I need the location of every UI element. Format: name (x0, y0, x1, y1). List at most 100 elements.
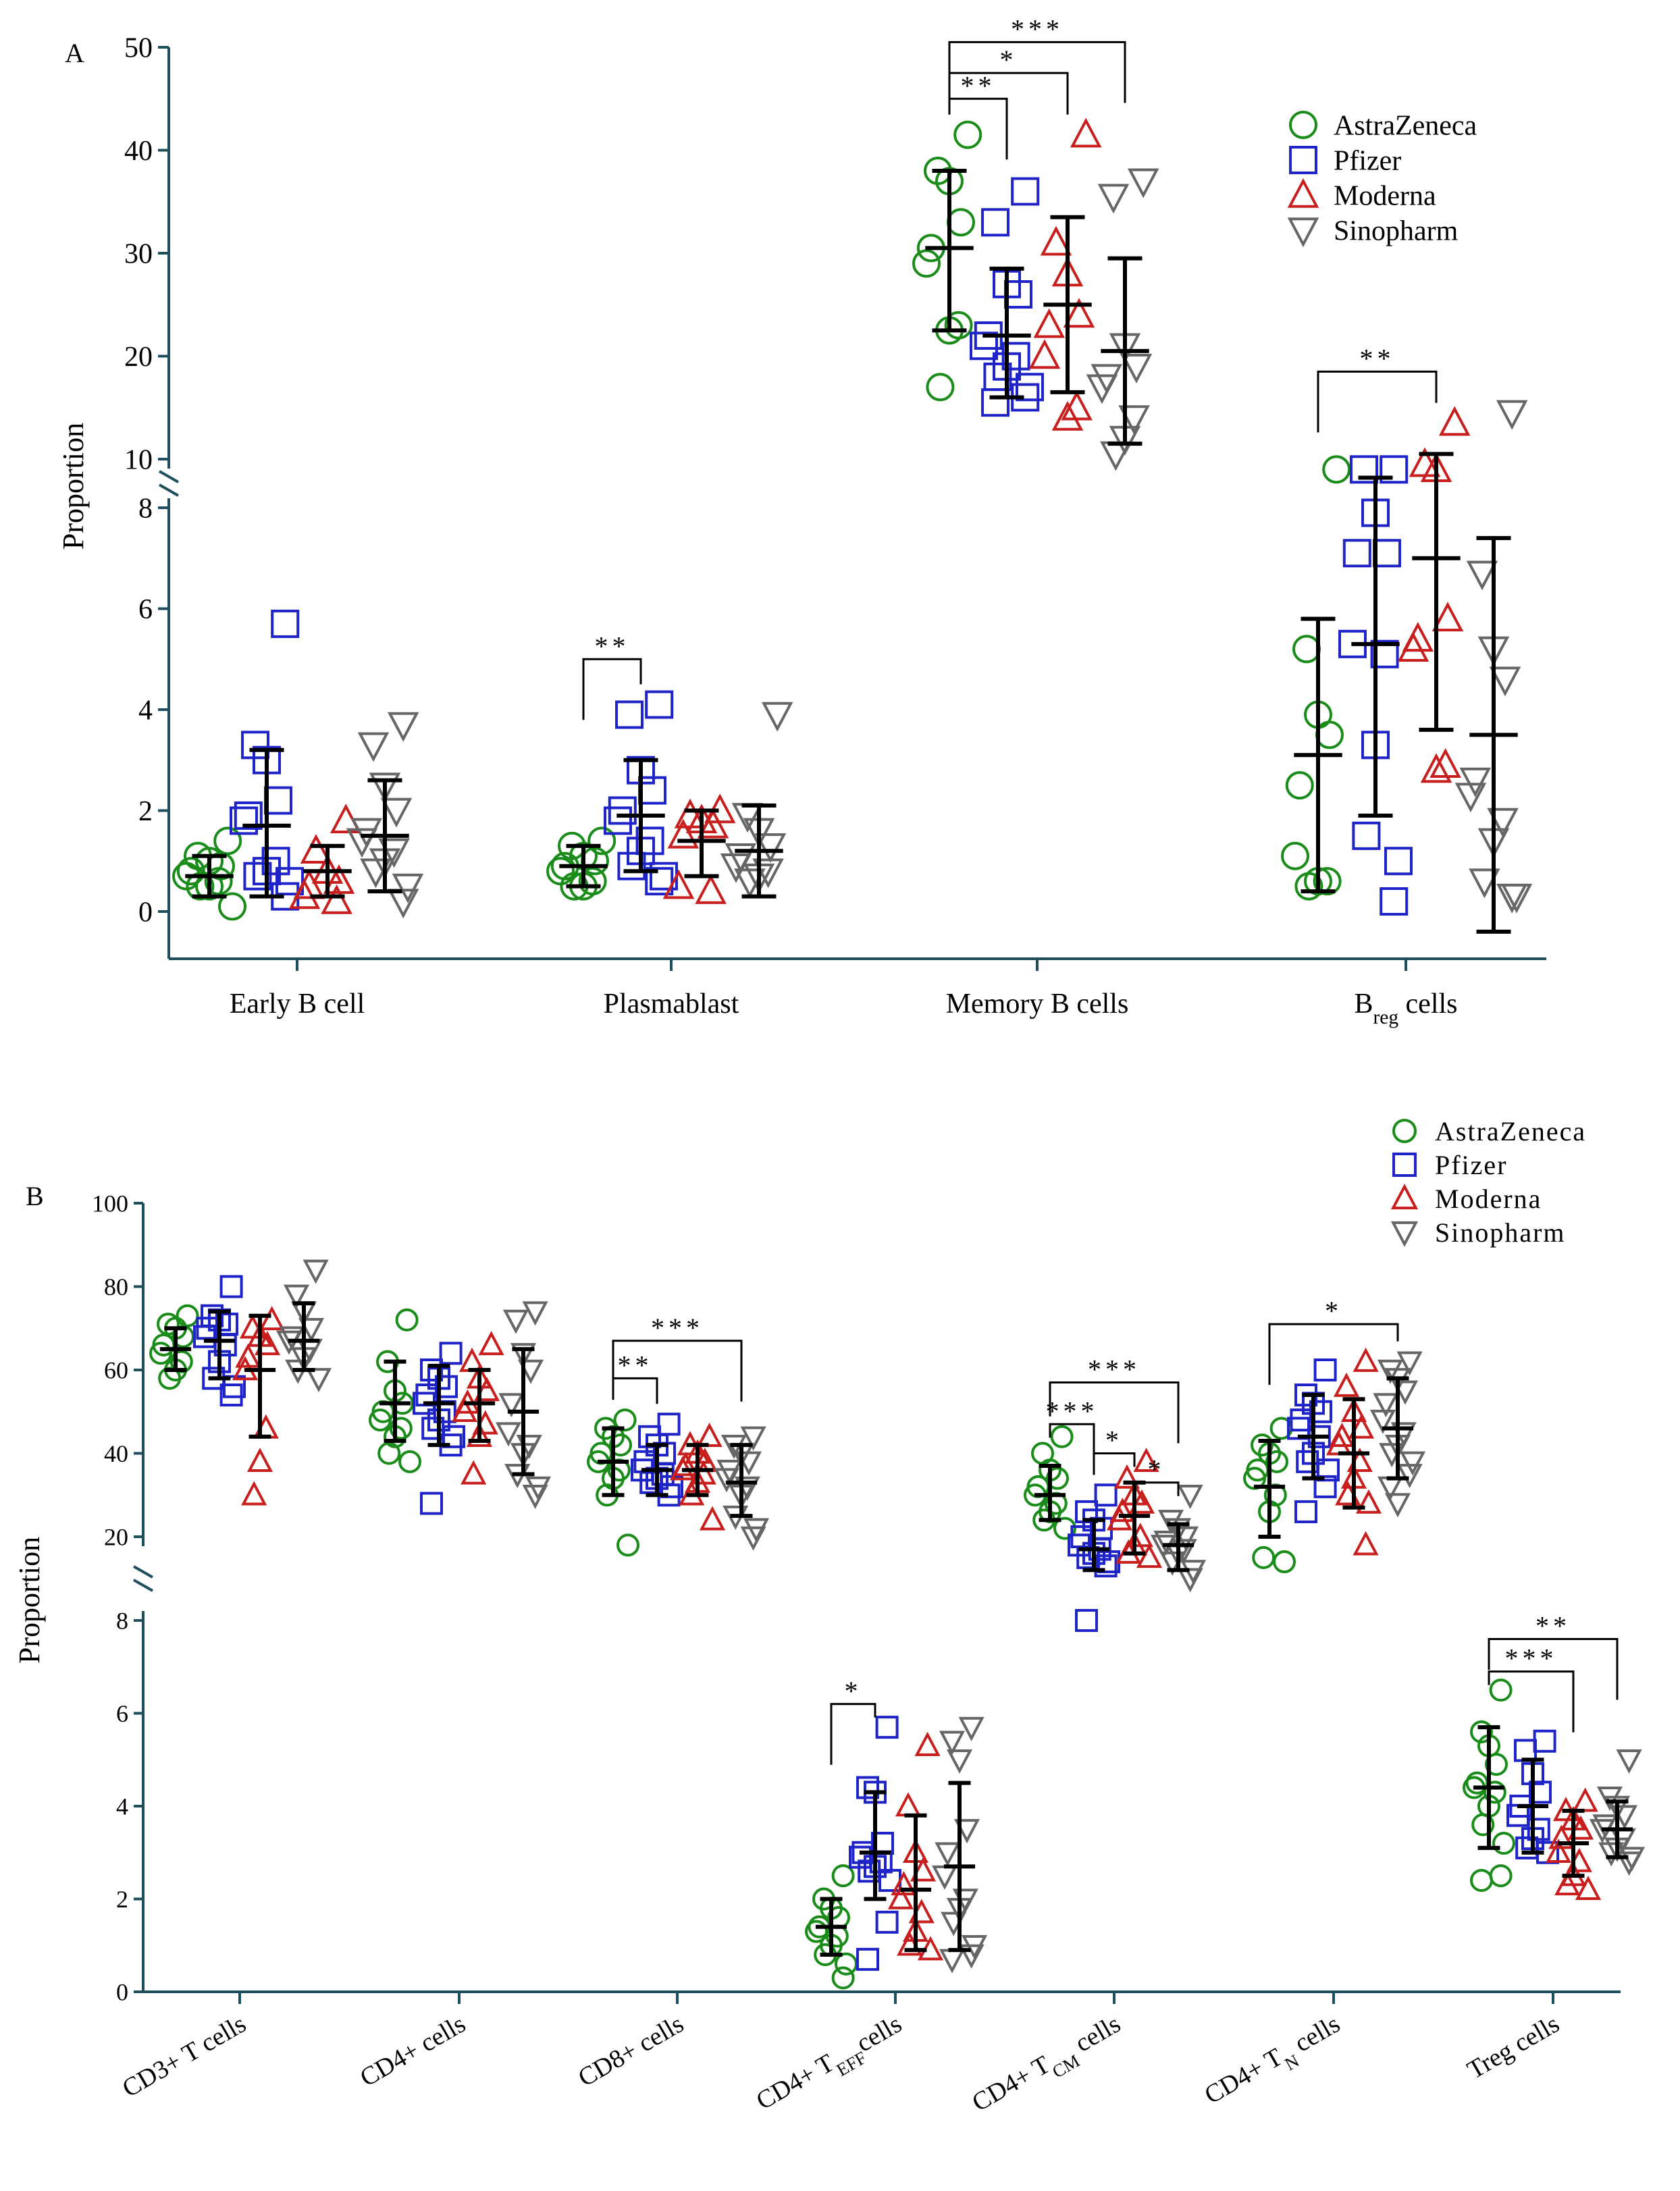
data-point (946, 1749, 973, 1774)
data-point (887, 1884, 914, 1909)
data-point (420, 1358, 443, 1381)
y-tick-label: 40 (124, 136, 153, 167)
data-point (696, 1423, 723, 1447)
data-point (1128, 1489, 1155, 1514)
data-point (1342, 539, 1371, 568)
legend-marker (1390, 1184, 1419, 1210)
y-tick-label: 80 (104, 1273, 128, 1300)
data-point (1172, 1526, 1199, 1551)
legend-label: Pfizer (1435, 1150, 1508, 1180)
data-point (1567, 1815, 1594, 1840)
data-point (740, 1526, 766, 1551)
y-tick-label: 0 (116, 1979, 128, 2006)
data-point (522, 1485, 548, 1510)
data-point (1369, 1409, 1396, 1434)
data-point (298, 1318, 325, 1343)
data-point (1086, 374, 1118, 404)
data-point (1322, 455, 1351, 484)
data-point (1370, 639, 1399, 668)
data-point (234, 801, 263, 830)
panel-a-ylabel: Proportion (57, 423, 90, 550)
data-point (451, 1397, 478, 1422)
data-point (466, 1423, 493, 1447)
data-point (1611, 1805, 1638, 1830)
data-point (439, 1342, 463, 1365)
panel-b-label: B (26, 1181, 44, 1211)
data-point (473, 1377, 500, 1402)
data-point (517, 1359, 544, 1384)
data-point (219, 1383, 243, 1407)
data-point (1489, 1679, 1513, 1702)
data-point (1496, 400, 1528, 430)
axis-break-mark (133, 1565, 153, 1579)
data-point (495, 1422, 522, 1447)
significance-bracket (1317, 370, 1438, 433)
data-point (1317, 1458, 1340, 1482)
y-tick-label: 30 (124, 239, 153, 270)
legend-marker (1289, 111, 1317, 139)
y-tick-label: 20 (104, 1524, 128, 1551)
y-tick-label: 100 (92, 1190, 128, 1217)
axis-break-mark (133, 1579, 153, 1592)
y-tick-label: 20 (124, 342, 153, 373)
significance-label: *** (1505, 1643, 1558, 1674)
data-point (1177, 1568, 1203, 1593)
data-point (1545, 1838, 1572, 1863)
data-point (1469, 868, 1500, 899)
significance-bracket (1049, 1381, 1180, 1444)
data-point (1040, 226, 1072, 256)
legend-marker (1392, 1153, 1417, 1177)
data-point (1373, 1393, 1399, 1418)
data-point (259, 1306, 285, 1331)
data-point (1380, 887, 1409, 916)
data-point (546, 857, 575, 886)
data-point (1313, 1475, 1337, 1498)
data-point (1420, 753, 1452, 783)
data-point (1091, 364, 1123, 394)
data-point (1483, 1780, 1506, 1804)
data-point (1514, 1739, 1537, 1762)
significance-label: ** (618, 1350, 653, 1380)
significance-bracket (1093, 1452, 1136, 1475)
data-point (645, 867, 674, 896)
significance-bracket (582, 658, 642, 720)
data-point (1251, 1433, 1274, 1457)
data-point (1252, 1546, 1276, 1569)
legend-label: AstraZeneca (1334, 111, 1477, 142)
panel-a-chart: A Proportion 0 2 4 6 8 10 20 30 40 50 Early B cell… (57, 14, 1546, 1028)
data-point (1350, 455, 1378, 484)
data-point (369, 772, 401, 803)
data-point (1429, 748, 1461, 778)
data-point (502, 1309, 529, 1334)
legend-label: Sinopharm (1334, 216, 1459, 247)
significance-bracket (612, 1377, 658, 1404)
data-point (958, 1944, 985, 1969)
data-point (1554, 1871, 1581, 1896)
data-point (699, 1506, 726, 1531)
data-point (392, 873, 424, 903)
data-point (398, 1450, 421, 1473)
data-point (1075, 1609, 1098, 1632)
data-point (1396, 1464, 1423, 1489)
data-point (713, 1468, 740, 1493)
significance-label: * (1148, 1454, 1165, 1485)
data-point (1355, 1489, 1382, 1514)
data-point (420, 1492, 443, 1515)
significance-label: *** (1046, 1396, 1099, 1426)
x-tick-label: CD4+ TEFFcells (752, 2009, 910, 2122)
data-point (1438, 406, 1471, 436)
data-point (1273, 1550, 1296, 1574)
data-point (926, 373, 955, 402)
legend-label: Sinopharm (1435, 1217, 1566, 1248)
x-tick-label: Plasmablast (604, 988, 739, 1020)
data-point (1106, 1506, 1133, 1531)
data-point (935, 1842, 961, 1867)
x-tick-label: CD4+ TN cells (1200, 2009, 1349, 2117)
panel-b-chart: B Proportion 0 2 4 6 8 20 40 60 80 100 CD3+ T cell… (13, 1116, 1646, 2122)
data-point (1313, 1358, 1337, 1381)
y-tick-label: 50 (124, 33, 153, 64)
data-point (1011, 177, 1040, 206)
y-tick-label: 40 (104, 1440, 128, 1467)
significance-label: *** (651, 1313, 704, 1343)
data-point (1466, 560, 1498, 591)
